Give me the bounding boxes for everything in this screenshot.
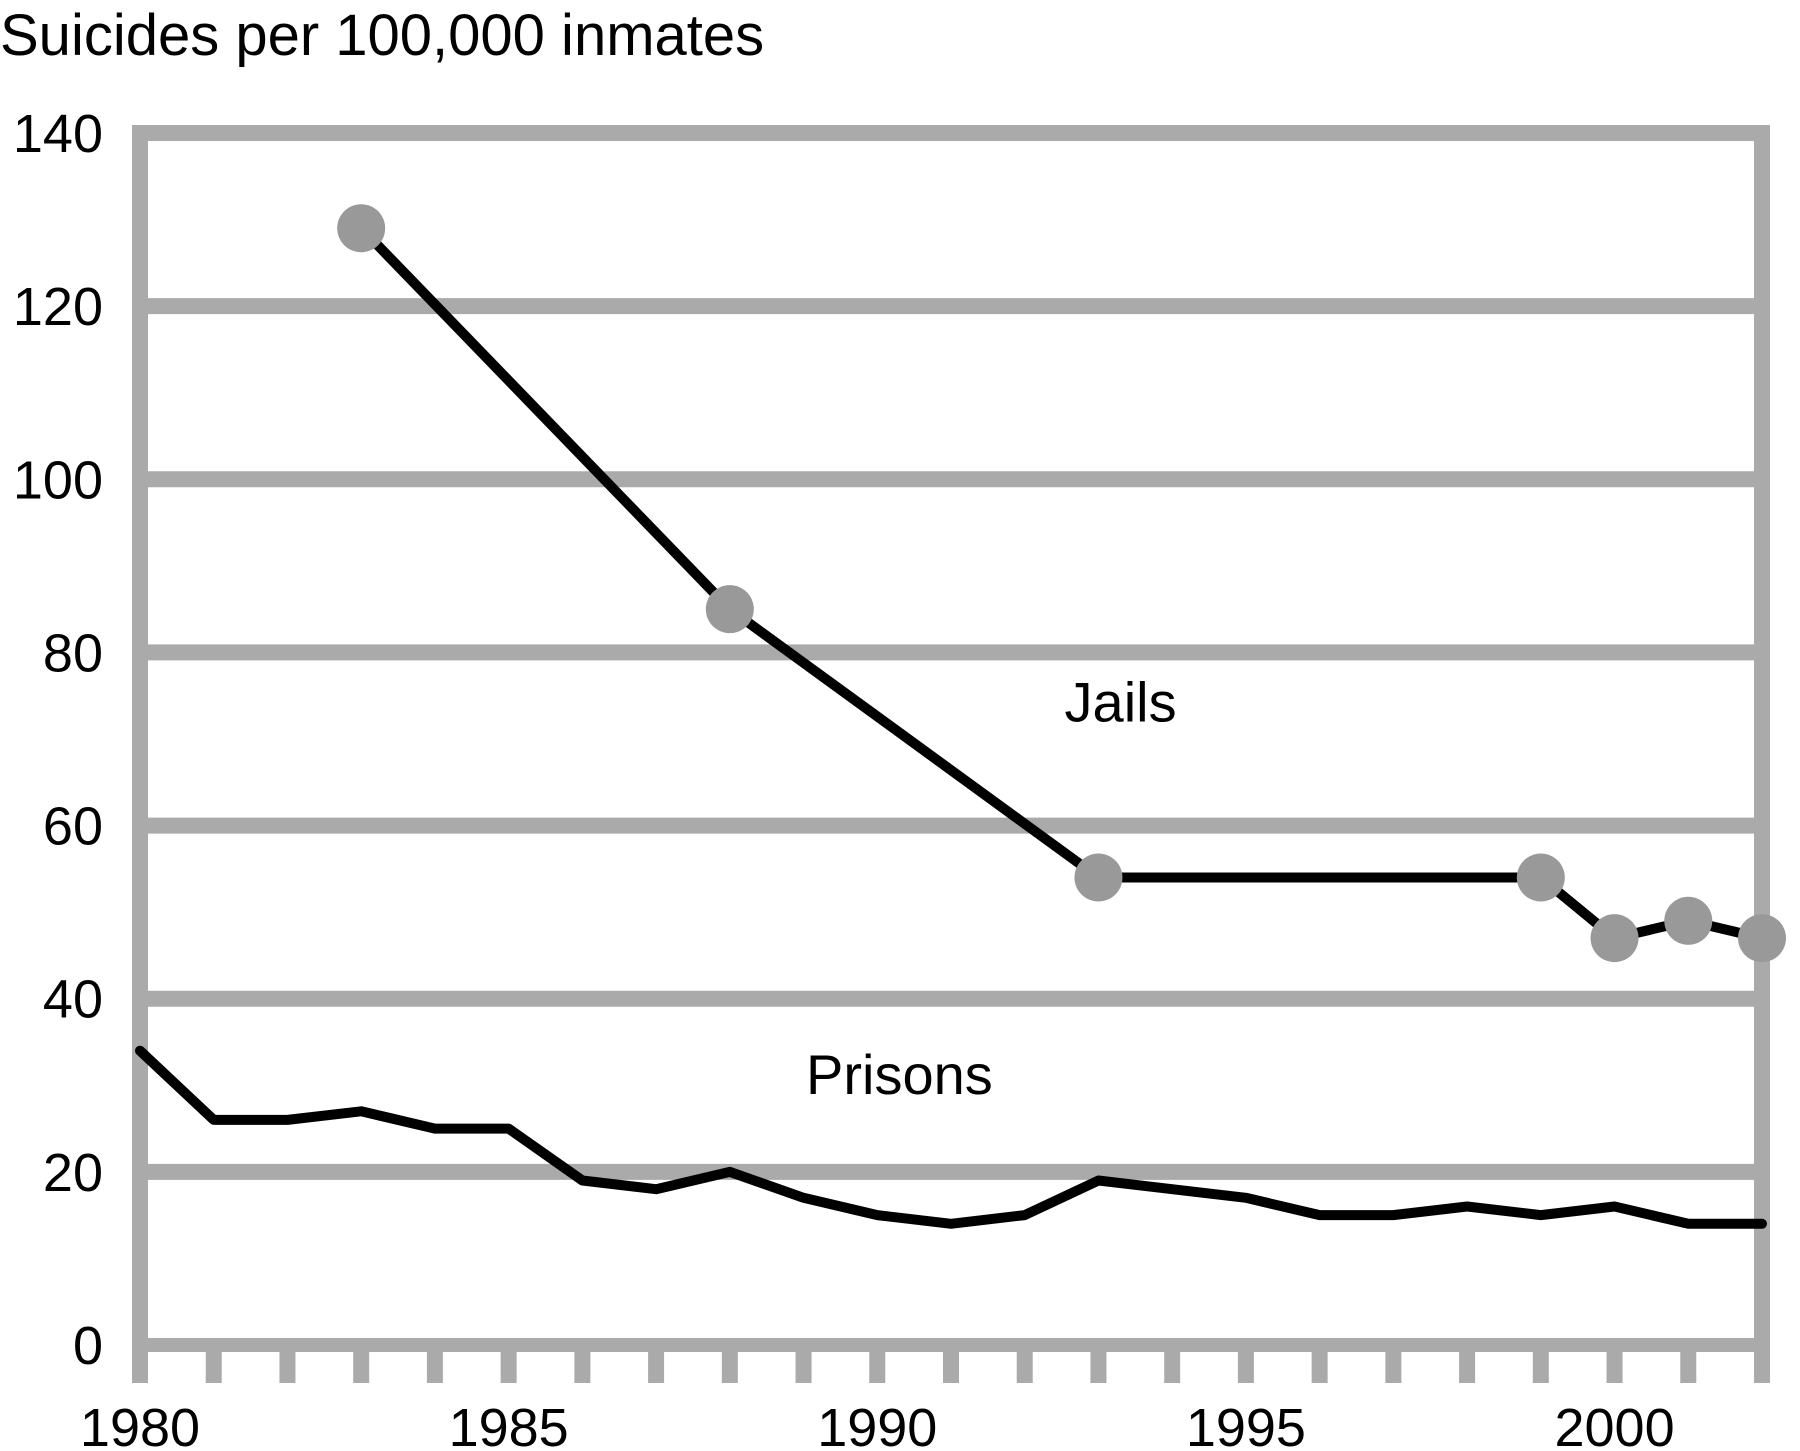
y-tick-label-60: 60 xyxy=(43,797,103,857)
y-tick-label-100: 100 xyxy=(13,450,103,510)
x-tick-label-1995: 1995 xyxy=(1186,1398,1306,1451)
x-tick-label-2000: 2000 xyxy=(1554,1398,1674,1451)
jails-point-1988 xyxy=(705,585,754,634)
series-layer xyxy=(135,204,1786,1229)
y-tick-label-20: 20 xyxy=(43,1143,103,1203)
jails-point-1993 xyxy=(1074,853,1123,902)
grid-layer xyxy=(132,125,1770,1383)
prisons-series-label: Prisons xyxy=(806,1043,993,1106)
y-tick-label-40: 40 xyxy=(43,970,103,1030)
jails-series-label: Jails xyxy=(1065,671,1177,734)
jails-point-2001 xyxy=(1664,896,1713,945)
y-tick-label-120: 120 xyxy=(13,277,103,337)
y-tick-label-80: 80 xyxy=(43,623,103,683)
jails-point-2000 xyxy=(1590,914,1639,963)
label-layer: Jails Prisons xyxy=(806,671,1177,1106)
y-axis-title: Suicides per 100,000 inmates xyxy=(0,3,764,68)
jails-point-2002 xyxy=(1738,914,1786,963)
x-tick-label-1980: 1980 xyxy=(80,1398,200,1451)
y-tick-label-140: 140 xyxy=(13,104,103,164)
x-tick-label-1985: 1985 xyxy=(449,1398,569,1451)
prisons-series-line xyxy=(135,1045,1767,1229)
jails-point-1983 xyxy=(337,204,386,253)
tick-layer: 0 20 40 60 80 100 120 140 1980 1985 1990 1995 2000 xyxy=(13,104,1675,1451)
y-tick-label-0: 0 xyxy=(73,1316,103,1376)
jails-point-1999 xyxy=(1516,853,1565,902)
x-tick-label-1990: 1990 xyxy=(817,1398,937,1451)
